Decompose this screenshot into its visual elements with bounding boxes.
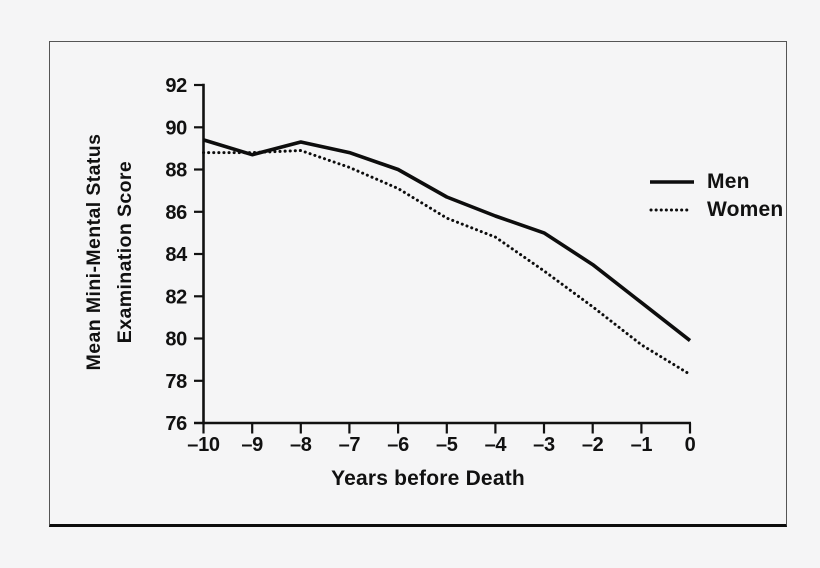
x-tick-label: –4 — [485, 434, 508, 456]
x-tick-label: –5 — [436, 434, 458, 456]
legend-label-men: Men — [707, 170, 750, 193]
legend: Men Women — [649, 168, 783, 224]
women-line — [202, 149, 692, 376]
women-line-swatch — [649, 208, 691, 212]
x-tick-label: –8 — [290, 434, 312, 456]
y-axis-title-line1: Mean Mini-Mental Status — [83, 133, 105, 371]
y-axis-title: Mean Mini-Mental Status Examination Scor… — [79, 102, 143, 402]
men-line-swatch — [650, 180, 694, 184]
x-tick-label: 0 — [685, 434, 696, 456]
x-tick-label: –9 — [241, 434, 263, 456]
y-tick-label: 76 — [165, 413, 187, 435]
figure-frame — [49, 41, 787, 527]
legend-item-women: Women — [649, 196, 783, 224]
x-tick-label: –2 — [582, 434, 604, 456]
y-tick-label: 90 — [165, 117, 187, 139]
y-tick-label: 80 — [165, 329, 187, 351]
y-tick-label: 86 — [165, 202, 187, 224]
x-tick-label: –1 — [631, 434, 653, 456]
x-tick-label: –10 — [187, 434, 220, 456]
x-axis-title: Years before Death — [331, 467, 525, 490]
x-tick-label: –6 — [387, 434, 409, 456]
y-tick-label: 82 — [165, 286, 187, 308]
y-axis-title-line2: Examination Score — [114, 160, 136, 344]
y-tick-label: 88 — [165, 160, 187, 182]
y-tick-label: 78 — [165, 371, 187, 393]
x-tick-label: –7 — [339, 434, 361, 456]
men-line — [202, 138, 692, 343]
legend-item-men: Men — [649, 168, 783, 196]
y-tick-label: 84 — [165, 244, 188, 266]
y-tick-label: 92 — [165, 75, 187, 97]
legend-label-women: Women — [707, 198, 784, 221]
x-tick-label: –3 — [533, 434, 555, 456]
